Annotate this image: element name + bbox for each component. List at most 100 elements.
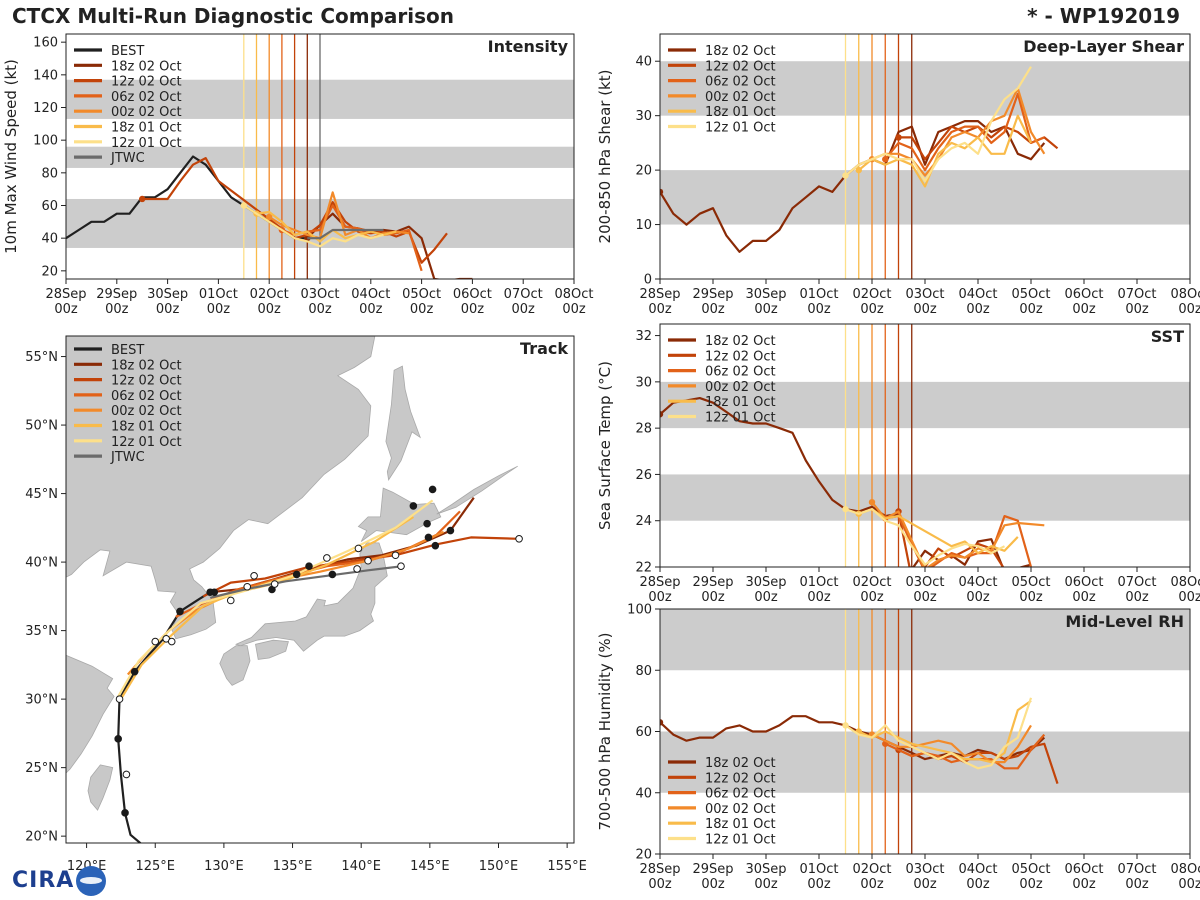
track-position-marker [292, 570, 301, 579]
land-mass [235, 542, 388, 652]
lon-tick-label: 150°E [479, 859, 519, 874]
legend-label: 12z 01 Oct [111, 136, 182, 151]
x-tick-label: 00z [1019, 877, 1043, 892]
cira-logo: CIRA [4, 866, 108, 896]
legend-label: 12z 01 Oct [705, 833, 776, 848]
legend-label: 00z 02 Oct [705, 90, 776, 105]
shaded-band [660, 474, 1190, 521]
legend-label: 06z 02 Oct [705, 75, 776, 90]
legend-label: 12z 02 Oct [111, 374, 182, 389]
land-mass [385, 365, 422, 481]
plot-area [660, 324, 1190, 567]
y-axis-label: Sea Surface Temp (°C) [596, 361, 614, 530]
lat-tick-label: 25°N [25, 761, 58, 776]
panel-title: SST [1151, 327, 1184, 346]
x-tick-label: 28Sep [45, 287, 86, 302]
x-tick-label: 02Oct [852, 575, 891, 590]
series-line [306, 212, 473, 279]
legend-label: 18z 02 Oct [111, 59, 182, 74]
plot-area [660, 609, 1190, 854]
series-line [858, 114, 1032, 188]
x-tick-label: 04Oct [351, 287, 390, 302]
x-tick-label: 00z [258, 302, 282, 317]
series-line [268, 191, 410, 240]
x-tick-label: 00z [308, 302, 332, 317]
x-tick-label: 00z [1125, 877, 1149, 892]
x-tick-label: 06Oct [1064, 862, 1103, 877]
track-position-marker [397, 562, 405, 571]
x-tick-label: 00z [701, 302, 725, 317]
track-position-marker [515, 535, 523, 543]
x-tick-label: 00z [1178, 302, 1200, 317]
x-tick-label: 05Oct [402, 287, 441, 302]
track-position-marker [122, 770, 131, 779]
x-tick-label: 01Oct [799, 575, 838, 590]
series-line [871, 724, 1032, 764]
track-position-marker [391, 551, 400, 560]
x-tick-label: 00z [1178, 590, 1200, 605]
x-tick-label: 04Oct [958, 862, 997, 877]
series-line [845, 508, 1006, 566]
x-tick-label: 00z [359, 302, 383, 317]
x-tick-label: 01Oct [799, 287, 838, 302]
series-line [871, 87, 1046, 177]
track-position-marker [364, 556, 372, 565]
series-start-point [842, 172, 849, 179]
x-tick-label: 02Oct [250, 287, 289, 302]
track-position-marker [151, 637, 160, 646]
x-tick-label: 04Oct [958, 575, 997, 590]
track-position-marker [270, 580, 279, 588]
series-line [884, 92, 1045, 172]
plot-area [66, 34, 574, 279]
y-tick-label: 60 [635, 725, 652, 740]
legend-label: JTWC [110, 450, 145, 465]
legend-label: 18z 02 Oct [705, 44, 776, 59]
x-tick-label: 02Oct [852, 287, 891, 302]
series-start-point [240, 202, 247, 209]
panel-sst: 22242628303228Sep00z29Sep00z30Sep00z01Oc… [596, 323, 1200, 605]
legend-label: 18z 01 Oct [705, 395, 776, 410]
y-axis-label: 10m Max Wind Speed (kt) [2, 59, 20, 254]
track-line [117, 499, 434, 697]
track-position-marker [423, 519, 431, 528]
legend-label: 18z 01 Oct [705, 817, 776, 832]
legend-label: BEST [111, 343, 144, 358]
y-tick-label: 40 [41, 232, 58, 247]
track-position-marker [353, 565, 361, 573]
y-tick-label: 32 [635, 329, 652, 344]
track-line [202, 536, 520, 598]
legend-label: 00z 02 Oct [705, 802, 776, 817]
x-tick-label: 00z [913, 877, 937, 892]
legend-label: 18z 01 Oct [111, 121, 182, 136]
lat-tick-label: 45°N [25, 487, 58, 502]
legend-label: JTWC [110, 151, 145, 166]
legend-label: 18z 02 Oct [111, 358, 182, 373]
x-tick-label: 00z [754, 590, 778, 605]
legend-label: 06z 02 Oct [111, 90, 182, 105]
x-tick-label: 06Oct [1064, 575, 1103, 590]
x-tick-label: 30Sep [147, 287, 188, 302]
x-tick-label: 00z [105, 302, 129, 317]
shaded-band [660, 381, 1190, 429]
series-line [307, 228, 384, 240]
logo-text: CIRA [12, 868, 75, 893]
x-tick-label: 00z [966, 302, 990, 317]
y-tick-label: 80 [635, 664, 652, 679]
track-position-marker [167, 637, 176, 646]
land-mass [436, 465, 518, 515]
x-tick-label: 00z [207, 302, 231, 317]
x-tick-label: 05Oct [1011, 862, 1050, 877]
x-tick-label: 29Sep [692, 287, 733, 302]
series-start-point [660, 188, 664, 196]
y-tick-label: 100 [33, 134, 58, 149]
x-tick-label: 00z [1072, 590, 1096, 605]
x-tick-label: 00z [648, 877, 672, 892]
x-tick-label: 29Sep [692, 862, 733, 877]
plot-background [660, 324, 1190, 567]
x-tick-label: 00z [966, 877, 990, 892]
x-tick-label: 29Sep [96, 287, 137, 302]
x-tick-label: 00z [156, 302, 180, 317]
x-tick-label: 00z [754, 877, 778, 892]
track-line [209, 565, 403, 599]
shaded-band [660, 61, 1190, 116]
